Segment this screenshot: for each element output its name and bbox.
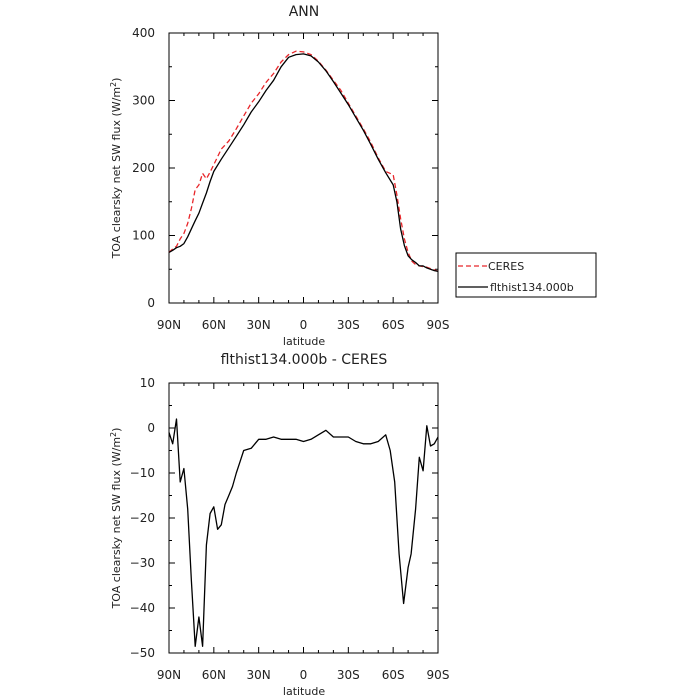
y-tick-label: 400 (132, 26, 155, 40)
y-tick-label: 10 (140, 376, 155, 390)
x-tick-label: 90S (427, 668, 450, 682)
legend-box (455, 252, 597, 298)
y-tick-label: 200 (132, 161, 155, 175)
x-tick-label: 30S (337, 668, 360, 682)
x-tick-label: 60S (382, 668, 405, 682)
legend-label-model: flthist134.000b (490, 281, 574, 294)
x-tick-label: 30N (247, 668, 271, 682)
x-tick-label: 0 (300, 668, 308, 682)
top-plot-frame (168, 32, 439, 304)
top-chart-panel: ANN 90N 60N 30N 0 30S 60S 90S 0 100 200 300 400 lat… (109, 4, 597, 348)
y-tick-label: 100 (132, 229, 155, 243)
bottom-chart-title: flthist134.000b - CERES (221, 352, 388, 368)
x-tick-label: 0 (300, 318, 308, 332)
top-chart-x-axis-label: latitude (283, 335, 325, 348)
x-tick-label: 30S (337, 318, 360, 332)
x-tick-label: 60N (202, 668, 226, 682)
top-series-line-ceres (168, 50, 439, 272)
x-tick-label: 90N (157, 668, 181, 682)
top-chart-title: ANN (289, 4, 320, 20)
legend: CERES flthist134.000b (455, 252, 597, 298)
x-tick-label: 60N (202, 318, 226, 332)
top-chart-y-axis-label: TOA clearsky net SW flux (W/m2) (109, 78, 123, 260)
y-tick-label: −50 (130, 646, 155, 660)
y-tick-label: 0 (147, 296, 155, 310)
bottom-series-line-difference (168, 418, 439, 647)
legend-label-ceres: CERES (488, 260, 524, 273)
y-tick-label: −40 (130, 601, 155, 615)
y-tick-label: −10 (130, 466, 155, 480)
y-tick-label: 0 (147, 421, 155, 435)
bottom-chart-plot-area: 90N 60N 30N 0 30S 60S 90S −50 −40 −30 −20 −10 0 10 (130, 376, 450, 682)
top-series-line-flthist134-000b (168, 53, 439, 272)
x-tick-label: 90S (427, 318, 450, 332)
bottom-chart-y-axis-label: TOA clearsky net SW flux (W/m2) (109, 428, 123, 610)
bottom-chart-x-axis-label: latitude (283, 685, 325, 698)
bottom-chart-panel: flthist134.000b - CERES 90N 60N 30N 0 30S 60S… (109, 352, 449, 698)
x-tick-label: 30N (247, 318, 271, 332)
top-chart-plot-area: 90N 60N 30N 0 30S 60S 90S 0 100 200 300 400 (132, 26, 449, 332)
y-tick-label: 300 (132, 94, 155, 108)
y-tick-label: −20 (130, 511, 155, 525)
x-tick-label: 60S (382, 318, 405, 332)
x-tick-label: 90N (157, 318, 181, 332)
y-tick-label: −30 (130, 556, 155, 570)
